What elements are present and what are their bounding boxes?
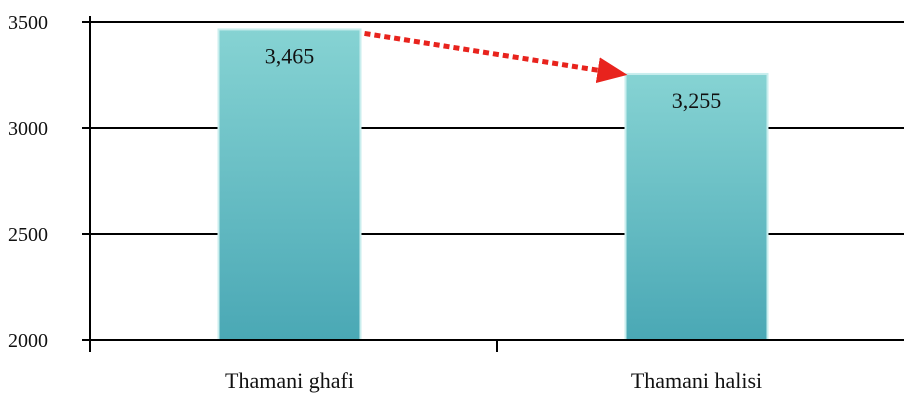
- y-tick-label: 2500: [8, 224, 48, 246]
- data-label: 3,255: [672, 88, 722, 113]
- y-tick-label: 2000: [8, 330, 48, 352]
- x-category-label: Thamani halisi: [631, 368, 762, 393]
- bars: [217, 28, 769, 341]
- labels: 2000 2500 3000 3500 3,465 Thamani ghafi 3,255 T…: [8, 12, 762, 393]
- y-tick-label: 3000: [8, 118, 48, 140]
- y-tick-label: 3500: [8, 12, 48, 34]
- data-label: 3,465: [265, 43, 315, 68]
- bar-thamani-ghafi: [217, 28, 362, 341]
- annotations: [364, 30, 628, 84]
- x-category-label: Thamani ghafi: [225, 368, 354, 393]
- axes: [82, 16, 904, 352]
- dotted-arrow: [364, 30, 628, 84]
- bar-thamani-halisi: [624, 72, 769, 341]
